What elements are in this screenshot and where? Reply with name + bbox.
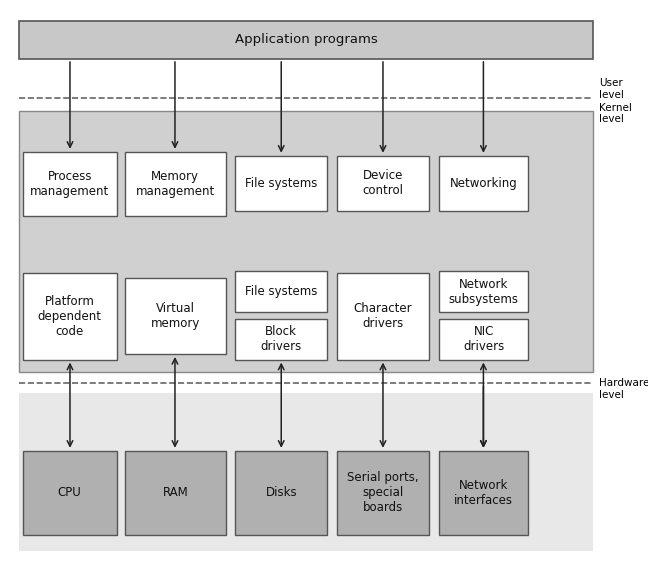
Bar (439, 156, 528, 211)
Bar (235, 451, 327, 535)
Bar (23, 451, 117, 535)
Text: Virtual
memory: Virtual memory (150, 302, 200, 330)
Text: RAM: RAM (163, 486, 188, 500)
Text: Character
drivers: Character drivers (354, 302, 412, 330)
Text: NIC
drivers: NIC drivers (463, 325, 504, 353)
Text: CPU: CPU (58, 486, 82, 500)
Text: Platform
dependent
code: Platform dependent code (38, 294, 102, 338)
Bar (125, 278, 226, 354)
Bar (439, 451, 528, 535)
Text: File systems: File systems (245, 285, 318, 298)
Text: Device
control: Device control (362, 169, 404, 197)
Text: Application programs: Application programs (235, 33, 378, 47)
Bar (439, 271, 528, 312)
Bar (23, 273, 117, 360)
Text: Process
management: Process management (30, 170, 110, 198)
Bar (235, 319, 327, 360)
Text: Networking: Networking (450, 176, 518, 190)
Text: User
level: User level (599, 78, 624, 99)
Bar (19, 111, 593, 372)
Text: Hardware
level: Hardware level (599, 378, 648, 400)
Text: Disks: Disks (266, 486, 297, 500)
Bar (235, 156, 327, 211)
Text: Kernel
level: Kernel level (599, 103, 632, 124)
Bar (337, 273, 429, 360)
Bar (19, 393, 593, 551)
Text: Network
interfaces: Network interfaces (454, 479, 513, 507)
Bar (125, 451, 226, 535)
Bar (337, 156, 429, 211)
Text: File systems: File systems (245, 176, 318, 190)
Bar (23, 152, 117, 216)
Bar (337, 451, 429, 535)
Text: Network
subsystems: Network subsystems (448, 278, 519, 306)
Bar (125, 152, 226, 216)
Text: Memory
management: Memory management (135, 170, 215, 198)
Bar (19, 21, 593, 59)
Text: Serial ports,
special
boards: Serial ports, special boards (347, 472, 419, 514)
Bar (439, 319, 528, 360)
Bar (235, 271, 327, 312)
Text: Block
drivers: Block drivers (260, 325, 302, 353)
